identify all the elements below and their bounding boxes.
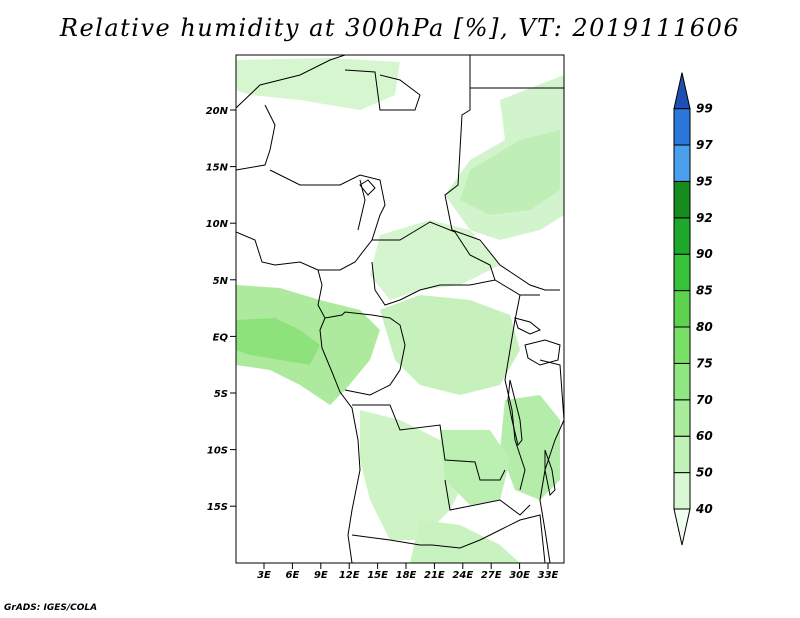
colorbar-level-label: 50 bbox=[696, 466, 713, 480]
lat-tick-label: 15S bbox=[207, 502, 228, 513]
border-niger-chad bbox=[269, 169, 386, 271]
colorbar-segment bbox=[673, 253, 691, 292]
lon-tick-label: 12E bbox=[339, 570, 360, 581]
lon-tick-label: 21E bbox=[424, 570, 445, 581]
colorbar-level-label: 40 bbox=[695, 502, 713, 516]
colorbar-segment bbox=[673, 144, 691, 182]
colorbar-level-label: 95 bbox=[696, 174, 713, 188]
credit-label: GrADS: IGES/COLA bbox=[4, 603, 98, 613]
colorbar-level-label: 75 bbox=[696, 356, 713, 370]
colorbar-level-label: 85 bbox=[696, 284, 713, 298]
border-sudan-east bbox=[451, 229, 560, 291]
border-angola-south bbox=[351, 534, 481, 549]
colorbar-segment bbox=[673, 399, 691, 437]
map-title: Relative humidity at 300hPa [%], VT: 201… bbox=[59, 14, 741, 42]
border-mozambique bbox=[479, 514, 546, 563]
border-zambia-south bbox=[444, 479, 531, 516]
humidity-patch-congo bbox=[380, 295, 520, 395]
country-borders bbox=[236, 55, 564, 563]
humidity-patch-west-coast-core bbox=[236, 318, 320, 365]
colorbar-segment bbox=[673, 435, 691, 474]
colorbar-segment bbox=[673, 362, 691, 401]
border-congo-west bbox=[324, 311, 406, 396]
colorbar-segment bbox=[673, 472, 691, 510]
longitude-axis: 3E 6E 9E 12E 15E 18E 21E 24E 27E 30E 33E bbox=[257, 563, 559, 581]
humidity-shading bbox=[236, 58, 564, 563]
humidity-patch-south bbox=[410, 520, 520, 563]
colorbar: 40 50 60 70 75 80 85 90 92 95 97 99 bbox=[673, 72, 713, 546]
lon-tick-label: 33E bbox=[538, 570, 559, 581]
lat-tick-label: 10N bbox=[206, 219, 229, 230]
lat-tick-label: 5N bbox=[213, 276, 229, 287]
colorbar-level-label: 97 bbox=[696, 138, 713, 152]
lon-tick-label: 3E bbox=[257, 570, 271, 581]
lake-kyoga bbox=[514, 317, 541, 335]
humidity-patch-central-band bbox=[370, 220, 500, 300]
border-car-south bbox=[371, 261, 540, 306]
lake-malawi bbox=[544, 449, 556, 497]
colorbar-segment bbox=[673, 217, 691, 255]
humidity-patch-lakes bbox=[500, 395, 560, 500]
lat-tick-label: 5S bbox=[214, 389, 228, 400]
lat-tick-label: 20N bbox=[206, 106, 229, 117]
colorbar-level-label: 99 bbox=[696, 102, 713, 116]
coastline-west-africa bbox=[236, 231, 361, 563]
lon-tick-label: 6E bbox=[286, 570, 300, 581]
colorbar-segment bbox=[673, 108, 691, 146]
border-chad-car bbox=[372, 221, 496, 281]
colorbar-level-label: 90 bbox=[696, 247, 713, 261]
border-north-2 bbox=[344, 69, 421, 111]
humidity-patch-northeast-inner bbox=[460, 130, 560, 215]
lon-tick-label: 24E bbox=[452, 570, 473, 581]
map-frame bbox=[235, 54, 565, 564]
lat-tick-label: 15N bbox=[206, 163, 229, 174]
lon-tick-label: 15E bbox=[367, 570, 388, 581]
colorbar-level-label: 60 bbox=[696, 429, 713, 443]
border-sahara bbox=[444, 55, 471, 231]
colorbar-segment bbox=[673, 180, 691, 219]
lake-tanganyika bbox=[507, 379, 523, 447]
border-mali-niger bbox=[236, 104, 276, 171]
lon-tick-label: 9E bbox=[314, 570, 328, 581]
humidity-patch-zambia bbox=[440, 430, 510, 505]
border-angola-north bbox=[352, 404, 506, 481]
lake-victoria bbox=[524, 339, 561, 366]
border-north-1 bbox=[236, 55, 346, 109]
colorbar-level-label: 70 bbox=[696, 393, 713, 407]
latitude-axis: 20N 15N 10N 5N EQ 5S 10S 15S bbox=[206, 106, 236, 513]
colorbar-level-label: 92 bbox=[696, 211, 713, 225]
lon-tick-label: 27E bbox=[481, 570, 502, 581]
colorbar-segment bbox=[673, 290, 691, 328]
lat-tick-label: 10S bbox=[207, 446, 228, 457]
colorbar-upper-triangle bbox=[673, 72, 691, 110]
lon-tick-label: 30E bbox=[509, 570, 530, 581]
colorbar-level-label: 80 bbox=[696, 320, 713, 334]
lon-tick-label: 18E bbox=[396, 570, 417, 581]
colorbar-segment bbox=[673, 326, 691, 364]
lake-chad bbox=[359, 179, 376, 196]
lat-tick-label: EQ bbox=[213, 332, 229, 343]
border-tanzania bbox=[539, 359, 564, 563]
colorbar-lower-triangle bbox=[673, 508, 691, 546]
